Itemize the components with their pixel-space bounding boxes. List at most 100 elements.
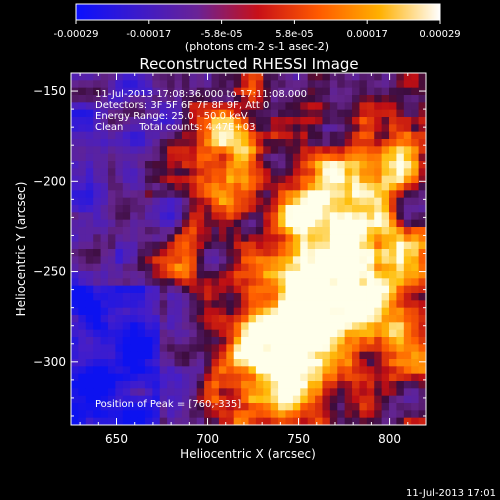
- heatmap-cell: [381, 388, 390, 397]
- heatmap-cell: [204, 139, 213, 147]
- heatmap-cell: [396, 205, 405, 213]
- heatmap-cell: [130, 161, 139, 169]
- heatmap-cell: [322, 102, 331, 111]
- heatmap-cell: [292, 205, 301, 213]
- heatmap-cell: [359, 410, 368, 419]
- heatmap-cell: [248, 322, 257, 331]
- heatmap-cell: [233, 285, 242, 294]
- heatmap-cell: [241, 168, 250, 177]
- heatmap-cell: [204, 80, 213, 89]
- heatmap-cell: [159, 315, 168, 323]
- heatmap-cell: [211, 388, 220, 397]
- heatmap-cell: [174, 337, 183, 345]
- heatmap-cell: [189, 109, 198, 118]
- heatmap-cell: [396, 161, 405, 169]
- heatmap-cell: [181, 263, 190, 272]
- heatmap-cell: [344, 124, 353, 133]
- heatmap-cell: [329, 168, 338, 177]
- heatmap-cell: [211, 417, 220, 425]
- heatmap-cell: [189, 124, 198, 133]
- heatmap-cell: [174, 109, 183, 118]
- heatmap-cell: [85, 102, 94, 111]
- heatmap-cell: [285, 351, 294, 360]
- heatmap-cell: [381, 87, 390, 96]
- heatmap-cell: [78, 322, 87, 331]
- heatmap-cell: [344, 95, 353, 103]
- heatmap-cell: [100, 175, 109, 184]
- heatmap-cell: [344, 168, 353, 177]
- heatmap-cell: [418, 417, 426, 425]
- heatmap-cell: [366, 124, 375, 133]
- heatmap-cell: [263, 212, 272, 221]
- heatmap-cell: [396, 359, 405, 367]
- heatmap-cell: [359, 322, 368, 331]
- heatmap-cell: [263, 285, 272, 294]
- heatmap-cell: [263, 80, 272, 89]
- heatmap-cell: [396, 219, 405, 228]
- heatmap-cell: [100, 73, 109, 81]
- heatmap-cell: [241, 381, 250, 389]
- heatmap-cell: [78, 190, 87, 199]
- heatmap-cell: [396, 168, 405, 177]
- heatmap-cell: [315, 139, 324, 147]
- heatmap-cell: [285, 307, 294, 316]
- heatmap-cell: [285, 124, 294, 133]
- heatmap-cell: [85, 315, 94, 323]
- heatmap-cell: [418, 307, 426, 316]
- heatmap-cell: [100, 293, 109, 301]
- heatmap-cell: [78, 219, 87, 228]
- heatmap-cell: [167, 190, 176, 199]
- heatmap-cell: [226, 87, 235, 96]
- heatmap-cell: [352, 109, 361, 118]
- heatmap-cell: [322, 139, 331, 147]
- heatmap-cell: [100, 80, 109, 89]
- heatmap-cell: [174, 197, 183, 206]
- heatmap-cell: [411, 381, 420, 389]
- heatmap-cell: [85, 285, 94, 294]
- heatmap-cell: [204, 190, 213, 199]
- heatmap-cell: [366, 395, 375, 404]
- heatmap-cell: [374, 87, 383, 96]
- heatmap-cell: [322, 315, 331, 323]
- heatmap-cell: [241, 315, 250, 323]
- heatmap-cell: [329, 403, 338, 411]
- heatmap-cell: [344, 73, 353, 81]
- heatmap-cell: [248, 205, 257, 213]
- heatmap-cell: [344, 139, 353, 147]
- heatmap-cell: [322, 381, 331, 389]
- heatmap-cell: [292, 307, 301, 316]
- heatmap-cell: [411, 183, 420, 191]
- heatmap-cell: [263, 73, 272, 81]
- heatmap-cell: [322, 395, 331, 404]
- heatmap-cell: [352, 153, 361, 162]
- heatmap-cell: [418, 300, 426, 309]
- heatmap-cell: [100, 139, 109, 147]
- heatmap-cell: [174, 366, 183, 375]
- heatmap-cell: [307, 73, 316, 81]
- heatmap-cell: [204, 278, 213, 287]
- heatmap-cell: [144, 388, 153, 397]
- heatmap-cell: [196, 381, 205, 389]
- heatmap-cell: [285, 131, 294, 140]
- heatmap-cell: [352, 300, 361, 309]
- heatmap-cell: [130, 212, 139, 221]
- heatmap-cell: [359, 73, 368, 81]
- heatmap-cell: [315, 322, 324, 331]
- heatmap-cell: [78, 395, 87, 404]
- heatmap-cell: [226, 410, 235, 419]
- heatmap-cell: [93, 410, 102, 419]
- heatmap-cell: [78, 337, 87, 345]
- heatmap-cell: [85, 366, 94, 375]
- heatmap-cell: [307, 249, 316, 257]
- heatmap-cell: [344, 403, 353, 411]
- heatmap-cell: [285, 373, 294, 382]
- heatmap-cell: [278, 395, 287, 404]
- heatmap-cell: [329, 271, 338, 279]
- heatmap-cell: [174, 315, 183, 323]
- heatmap-cell: [315, 373, 324, 382]
- heatmap-cell: [248, 344, 257, 353]
- heatmap-cell: [374, 322, 383, 331]
- heatmap-cell: [389, 388, 398, 397]
- heatmap-cell: [381, 124, 390, 133]
- heatmap-cell: [307, 117, 316, 125]
